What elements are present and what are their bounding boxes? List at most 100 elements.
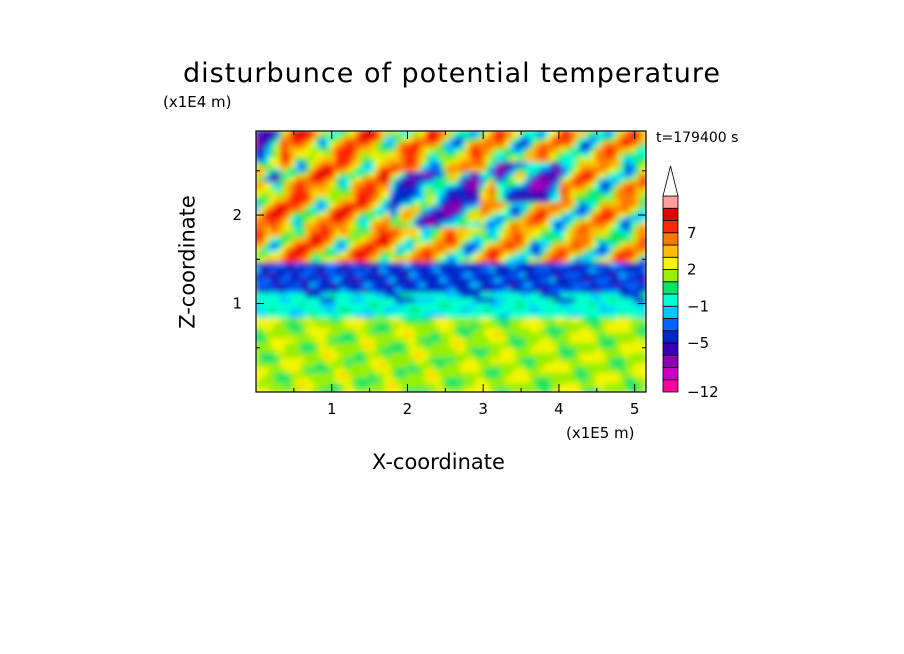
field-cell — [485, 315, 492, 323]
field-cell — [465, 315, 472, 323]
field-cell — [310, 305, 317, 313]
field-cell — [600, 260, 607, 268]
field-cell — [315, 315, 322, 323]
field-cell — [480, 145, 487, 153]
field-cell — [415, 205, 422, 213]
field-cell — [630, 185, 637, 193]
field-cell — [515, 305, 522, 313]
field-cell — [585, 225, 592, 233]
field-cell — [280, 310, 287, 318]
field-cell — [330, 375, 337, 383]
field-cell — [325, 215, 332, 223]
field-cell — [570, 330, 577, 338]
field-cell — [355, 215, 362, 223]
field-cell — [355, 235, 362, 243]
field-cell — [605, 175, 612, 183]
field-cell — [280, 365, 287, 373]
field-cell — [590, 200, 597, 208]
field-cell — [630, 335, 637, 343]
field-cell — [535, 190, 542, 198]
field-cell — [585, 160, 592, 168]
field-cell — [355, 255, 362, 263]
field-cell — [330, 180, 337, 188]
field-cell — [640, 355, 646, 363]
field-cell — [400, 320, 407, 328]
field-cell — [535, 315, 542, 323]
field-cell — [500, 365, 507, 373]
field-cell — [630, 260, 637, 268]
field-cell — [595, 375, 602, 383]
field-cell — [360, 165, 367, 173]
field-cell — [340, 290, 347, 298]
field-cell — [580, 160, 587, 168]
field-cell — [565, 290, 572, 298]
field-cell — [300, 200, 307, 208]
field-cell — [315, 360, 322, 368]
field-cell — [590, 245, 597, 253]
field-cell — [455, 350, 462, 358]
field-cell — [565, 140, 572, 148]
field-cell — [315, 335, 322, 343]
field-cell — [305, 295, 312, 303]
field-cell — [365, 190, 372, 198]
field-cell — [525, 305, 532, 313]
field-cell — [565, 245, 572, 253]
field-cell — [630, 340, 637, 348]
field-cell — [640, 135, 646, 143]
field-cell — [395, 275, 402, 283]
field-cell — [610, 380, 617, 388]
field-cell — [475, 320, 482, 328]
field-cell — [320, 380, 327, 388]
field-cell — [625, 235, 632, 243]
field-cell — [320, 240, 327, 248]
field-cell — [475, 385, 482, 392]
field-cell — [520, 175, 527, 183]
field-cell — [635, 310, 642, 318]
plot-frame — [255, 130, 647, 393]
field-cell — [390, 380, 397, 388]
field-cell — [290, 230, 297, 238]
field-cell — [530, 250, 537, 258]
field-cell — [300, 135, 307, 143]
field-cell — [280, 190, 287, 198]
field-cell — [520, 305, 527, 313]
field-cell — [315, 310, 322, 318]
field-cell — [260, 375, 267, 383]
field-cell — [310, 185, 317, 193]
field-cell — [630, 190, 637, 198]
field-cell — [635, 365, 642, 373]
field-cell — [270, 385, 277, 392]
field-cell — [520, 320, 527, 328]
field-cell — [420, 365, 427, 373]
field-cell — [625, 195, 632, 203]
field-cell — [260, 350, 267, 358]
field-cell — [425, 340, 432, 348]
field-cell — [345, 375, 352, 383]
field-cell — [320, 135, 327, 143]
field-cell — [600, 180, 607, 188]
field-cell — [550, 335, 557, 343]
field-cell — [365, 175, 372, 183]
field-cell — [515, 165, 522, 173]
field-cell — [305, 370, 312, 378]
field-cell — [545, 155, 552, 163]
field-cell — [640, 290, 646, 298]
field-cell — [615, 190, 622, 198]
field-cell — [270, 355, 277, 363]
field-cell — [360, 375, 367, 383]
field-cell — [285, 190, 292, 198]
field-cell — [470, 145, 477, 153]
field-cell — [310, 215, 317, 223]
field-cell — [450, 355, 457, 363]
field-cell — [335, 280, 342, 288]
field-cell — [570, 335, 577, 343]
field-cell — [375, 315, 382, 323]
field-cell — [630, 315, 637, 323]
field-cell — [515, 205, 522, 213]
field-cell — [345, 260, 352, 268]
field-cell — [445, 185, 452, 193]
field-cell — [535, 305, 542, 313]
field-cell — [535, 265, 542, 273]
field-cell — [295, 160, 302, 168]
field-cell — [510, 250, 517, 258]
